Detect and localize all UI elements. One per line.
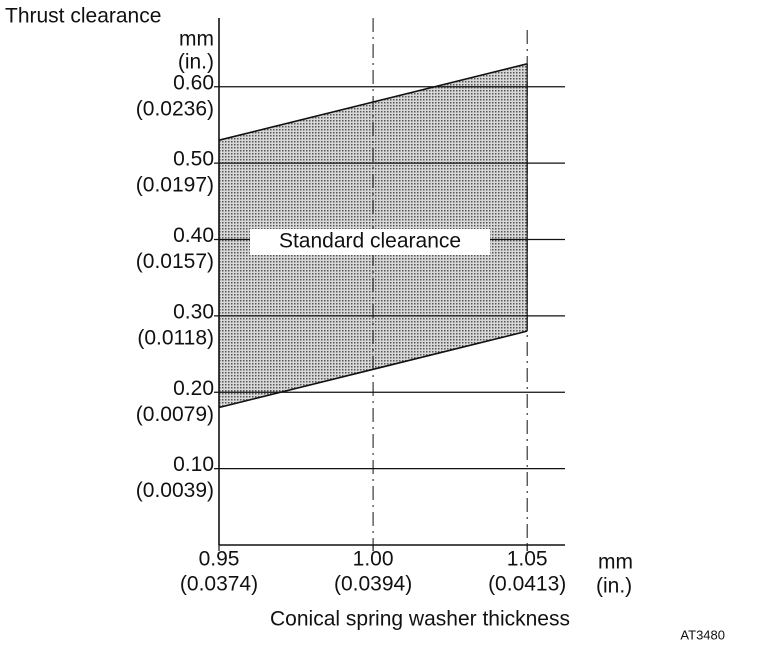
x-tick-label: 1.00 <box>353 548 394 571</box>
x-tick-label-in: (0.0413) <box>488 573 566 596</box>
figure-code: AT3480 <box>680 627 725 642</box>
y-title-unit: mm <box>179 28 214 51</box>
y-tick-label-in: (0.0039) <box>136 479 214 502</box>
x-title: Conical spring washer thickness <box>270 608 570 631</box>
x-unit: mm <box>598 551 633 574</box>
y-tick-label: 0.40 <box>173 224 214 247</box>
annotation-bg <box>250 229 490 255</box>
y-tick-label-in: (0.0079) <box>136 403 214 426</box>
y-tick-label: 0.60 <box>173 71 214 94</box>
y-tick-label: 0.30 <box>173 300 214 323</box>
y-tick-label: 0.10 <box>173 453 214 476</box>
y-title: Thrust clearance <box>5 5 161 28</box>
annotation: Standard clearance <box>279 230 461 253</box>
y-tick-label: 0.20 <box>173 377 214 400</box>
y-tick-label-in: (0.0197) <box>136 174 214 197</box>
y-tick-label-in: (0.0118) <box>137 326 214 349</box>
x-unit: (in.) <box>596 575 632 598</box>
y-tick-label-in: (0.0236) <box>136 97 214 120</box>
x-tick-label: 1.05 <box>507 548 548 571</box>
x-tick-label: 0.95 <box>199 548 240 571</box>
x-tick-label-in: (0.0374) <box>180 573 258 596</box>
x-tick-label-in: (0.0394) <box>334 573 412 596</box>
y-title-unit: (in.) <box>178 51 214 74</box>
y-tick-label-in: (0.0157) <box>136 250 214 273</box>
y-tick-label: 0.50 <box>173 148 214 171</box>
